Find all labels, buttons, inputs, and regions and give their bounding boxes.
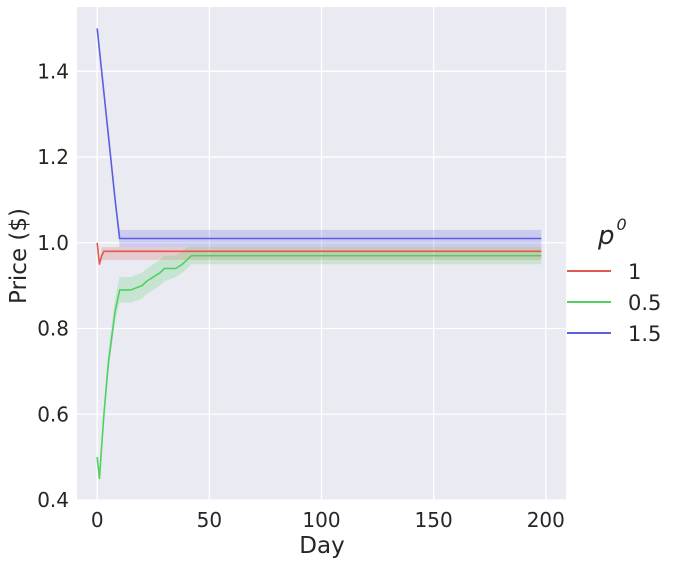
y-tick-label: 0.8	[37, 317, 69, 341]
x-tick-label: 0	[91, 508, 104, 532]
y-tick-label: 0.4	[37, 488, 69, 512]
y-tick-label: 1.2	[37, 145, 69, 169]
y-tick-label: 0.6	[37, 402, 69, 426]
legend-title-sup: 0	[617, 215, 627, 234]
y-tick-label: 1.0	[37, 231, 69, 255]
x-tick-label: 50	[197, 508, 222, 532]
series-line-1	[96, 242, 542, 266]
series-band-1	[97, 242, 542, 265]
legend-label-0.5: 0.5	[628, 291, 661, 315]
y-tick-label: 1.4	[37, 59, 69, 83]
y-tick-labels: 0.4 0.6 0.8 1.0 1.2 1.4	[37, 59, 69, 512]
x-tick-label: 100	[302, 508, 340, 532]
series-line-1.5	[96, 28, 542, 240]
legend-items: 1 0.5 1.5	[567, 260, 661, 346]
legend-label-1: 1	[628, 260, 641, 284]
legend-label-1.5: 1.5	[628, 322, 661, 346]
grid	[77, 7, 566, 501]
series-line-0.5	[96, 254, 542, 480]
x-tick-label: 150	[415, 508, 453, 532]
y-axis-label: Price ($)	[6, 208, 32, 304]
x-tick-labels: 0 50 100 150 200	[91, 508, 565, 532]
x-axis-label: Day	[299, 533, 344, 559]
x-tick-label: 200	[527, 508, 565, 532]
series-lines	[96, 28, 542, 480]
confidence-bands	[97, 28, 542, 479]
legend-title-base: p	[597, 221, 615, 251]
